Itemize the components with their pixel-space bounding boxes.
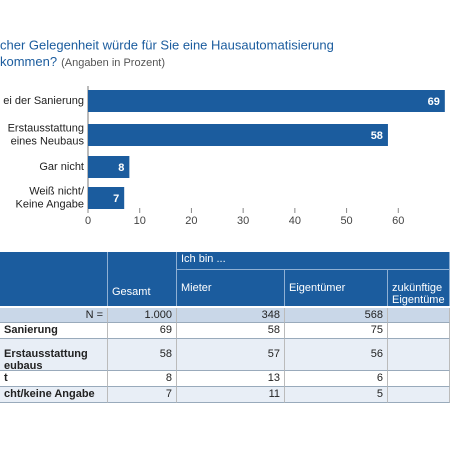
chart: cher Gelegenheit würde für Sie eine Haus… — [0, 37, 445, 227]
table-cell — [388, 371, 450, 387]
x-tick-label: 10 — [134, 215, 146, 227]
y-tick-label: Weiß nicht/Keine Angabe — [15, 185, 84, 210]
table-cell: 57 — [177, 339, 285, 371]
table-cell: 56 — [285, 339, 388, 371]
header-cell — [0, 252, 108, 306]
x-tick-label: 20 — [185, 215, 197, 227]
chart-title: cher Gelegenheit würde für Sie eine Haus… — [0, 37, 334, 52]
x-tick-label: 30 — [237, 215, 249, 227]
header-cell: Gesamt — [108, 252, 177, 306]
row-label: Sanierung — [0, 323, 108, 339]
x-tick-label: 0 — [85, 215, 91, 227]
chart-title-line: kommen? (Angaben in Prozent) — [0, 54, 165, 69]
bar — [88, 156, 130, 178]
row-label: Erstausstattung eubaus — [0, 339, 108, 371]
table-cell: 568 — [285, 308, 388, 323]
header-cell: zukünftige Eigentüme — [388, 270, 450, 306]
table-cell: 13 — [177, 371, 285, 387]
y-tick-label: Erstausstattung eines Neubaus — [8, 122, 85, 147]
table-cell — [388, 387, 450, 403]
table-cell: 5 — [285, 387, 388, 403]
table-cell: 8 — [108, 371, 177, 387]
table-cell: 7 — [108, 387, 177, 403]
group-header: Ich bin ... — [177, 252, 450, 270]
table-cell: 58 — [177, 323, 285, 339]
table-cell: 58 — [108, 339, 177, 371]
header-cell: Eigentümer — [285, 270, 388, 306]
chart-title: kommen? — [0, 54, 57, 69]
row-label: t — [0, 371, 108, 387]
value-label: 58 — [371, 130, 383, 142]
y-tick-label: Gar nicht — [39, 161, 84, 173]
value-label: 8 — [118, 162, 124, 174]
table-cell: 348 — [177, 308, 285, 323]
table-cell: 69 — [108, 323, 177, 339]
x-tick-label: 50 — [340, 215, 352, 227]
x-tick-label: 40 — [289, 215, 301, 227]
table-cell — [388, 308, 450, 323]
table-cell — [388, 323, 450, 339]
table-cell: 11 — [177, 387, 285, 403]
header-cell: Mieter — [177, 270, 285, 306]
chart-subtitle: (Angaben in Prozent) — [61, 57, 165, 69]
row-label: cht/keine Angabe — [0, 387, 108, 403]
value-label: 69 — [428, 96, 440, 108]
bar — [88, 90, 445, 112]
table-cell: 1.000 — [108, 308, 177, 323]
table-cell: 75 — [285, 323, 388, 339]
row-label: N = — [0, 308, 108, 323]
value-label: 7 — [113, 193, 119, 205]
y-tick-label: ei der Sanierung — [3, 95, 84, 107]
bar — [88, 124, 388, 146]
x-tick-label: 60 — [392, 215, 404, 227]
table-cell: 6 — [285, 371, 388, 387]
bar — [88, 187, 125, 209]
table-cell — [388, 339, 450, 371]
